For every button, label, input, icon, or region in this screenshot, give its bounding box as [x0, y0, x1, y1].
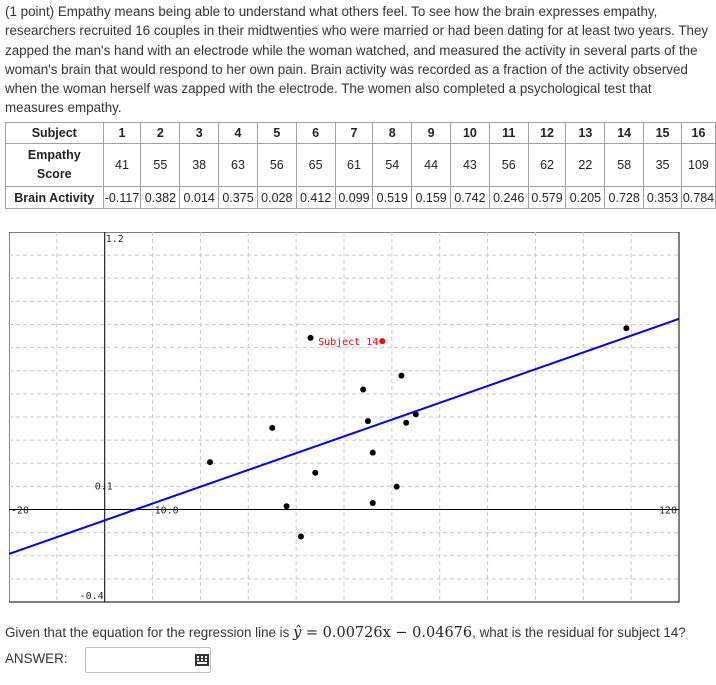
brain-cell: 0.028 — [256, 186, 297, 209]
tick-label-x-origin: 10.0 — [155, 506, 179, 517]
tick-label-ymin: -0.4 — [80, 591, 104, 602]
question: Given that the equation for the regressi… — [5, 625, 686, 641]
data-point — [369, 449, 376, 456]
question-suffix: , what is the residual for subject 14? — [472, 625, 686, 640]
data-table: Subject 1 2 3 4 5 6 7 8 9 10 11 12 13 14 15 16 Empathy … — [5, 122, 716, 209]
subject-cell: 10 — [450, 122, 490, 144]
question-prefix: Given that the equation for the regressi… — [5, 625, 294, 640]
subject-cell: 7 — [334, 122, 374, 144]
brain-cell: -0.117 — [102, 186, 142, 209]
data-point — [269, 424, 276, 431]
answer-input[interactable] — [85, 647, 211, 673]
empathy-cell: 65 — [295, 143, 336, 187]
data-point — [369, 500, 376, 507]
subject-cell: 9 — [411, 122, 451, 144]
empathy-cell: 63 — [218, 143, 258, 187]
empathy-cell: 56 — [488, 143, 529, 187]
empathy-cell: 109 — [680, 143, 716, 187]
empathy-cell: 54 — [372, 143, 413, 187]
subject-cell: 6 — [295, 122, 336, 144]
subject-header: Subject — [5, 122, 104, 144]
data-point — [403, 419, 410, 426]
brain-cell: 0.519 — [372, 186, 413, 209]
empathy-cell: 62 — [527, 143, 567, 187]
subject-cell: 5 — [256, 122, 297, 144]
data-point — [364, 418, 371, 425]
subject-cell: 16 — [680, 122, 716, 144]
data-point — [623, 325, 630, 332]
empathy-row: Empathy Score 41 55 38 63 56 65 61 54 44 43 56 62 22… — [5, 143, 716, 187]
brain-cell: 0.382 — [140, 186, 181, 209]
empathy-cell: 22 — [565, 143, 606, 187]
empathy-cell: 43 — [450, 143, 490, 187]
empathy-cell: 35 — [643, 143, 682, 187]
equation-rhs: = 0.00726x − 0.04676 — [301, 625, 473, 641]
brain-cell: 0.784 — [680, 186, 716, 209]
data-point — [283, 503, 290, 510]
problem-statement: (1 point) Empathy means being able to un… — [5, 4, 709, 116]
brain-cell: 0.579 — [527, 186, 567, 209]
brain-cell: 0.375 — [218, 186, 258, 209]
brain-header: Brain Activity — [5, 186, 104, 209]
tick-label-ymax: 1.2 — [106, 234, 124, 245]
empathy-header-line2: Score — [36, 167, 72, 181]
regression-line-group — [9, 317, 680, 555]
brain-cell: 0.728 — [604, 186, 645, 209]
brain-cell: 0.159 — [411, 186, 451, 209]
empathy-cell: 41 — [102, 143, 142, 187]
data-point — [412, 411, 419, 418]
subject-cell: 15 — [643, 122, 682, 144]
subject-cell: 11 — [488, 122, 529, 144]
empathy-cell: 56 — [256, 143, 297, 187]
tick-label-xmin: -20 — [11, 506, 29, 517]
data-point — [307, 334, 314, 341]
tick-label-y-mid: 0.1 — [95, 481, 113, 492]
data-point — [207, 459, 213, 466]
brain-cell: 0.412 — [295, 186, 336, 209]
subject-cell: 1 — [102, 122, 142, 144]
empathy-cell: 55 — [140, 143, 181, 187]
empathy-header: Empathy Score — [5, 143, 104, 187]
regression-line — [9, 317, 680, 555]
empathy-cell: 44 — [411, 143, 451, 187]
data-point — [393, 483, 400, 490]
y-hat-symbol: ŷ — [293, 625, 302, 641]
highlighted-point — [379, 338, 386, 345]
brain-cell: 0.246 — [488, 186, 529, 209]
data-point — [398, 372, 405, 379]
subject-row: Subject 1 2 3 4 5 6 7 8 9 10 11 12 13 14 15 16 — [5, 122, 716, 144]
empathy-header-line1: Empathy — [27, 148, 81, 162]
scatter-plot-svg: -20 120 10.0 1.2 -0.4 0.1 Subject 14 — [9, 232, 680, 603]
subject-cell: 3 — [179, 122, 220, 144]
keyboard-icon[interactable] — [195, 654, 209, 666]
data-point — [297, 533, 304, 540]
scatter-points: Subject 14 — [207, 325, 630, 540]
brain-cell: 0.742 — [450, 186, 490, 209]
data-point — [360, 386, 367, 393]
tick-label-xmax: 120 — [659, 506, 677, 517]
subject-cell: 12 — [527, 122, 567, 144]
subject-cell: 8 — [372, 122, 413, 144]
subject-cell: 2 — [140, 122, 181, 144]
empathy-cell: 61 — [334, 143, 374, 187]
plot-axes — [9, 232, 679, 602]
empathy-cell: 38 — [179, 143, 220, 187]
subject-cell: 4 — [218, 122, 258, 144]
tick-labels: -20 120 10.0 1.2 -0.4 0.1 — [11, 234, 677, 602]
data-point — [312, 469, 319, 476]
subject-cell: 13 — [565, 122, 606, 144]
brain-cell: 0.353 — [643, 186, 682, 209]
subject-cell: 14 — [604, 122, 645, 144]
empathy-cell: 58 — [604, 143, 645, 187]
question-equation: ŷ = 0.00726x − 0.04676 — [293, 625, 472, 641]
brain-cell: 0.205 — [565, 186, 606, 209]
brain-row: Brain Activity -0.117 0.382 0.014 0.375 0.02… — [5, 186, 716, 209]
highlight-label: Subject 14 — [318, 337, 378, 348]
answer-label: ANSWER: — [5, 651, 68, 666]
brain-cell: 0.014 — [179, 186, 220, 209]
brain-cell: 0.099 — [334, 186, 374, 209]
scatter-plot: -20 120 10.0 1.2 -0.4 0.1 Subject 14 — [9, 232, 680, 603]
